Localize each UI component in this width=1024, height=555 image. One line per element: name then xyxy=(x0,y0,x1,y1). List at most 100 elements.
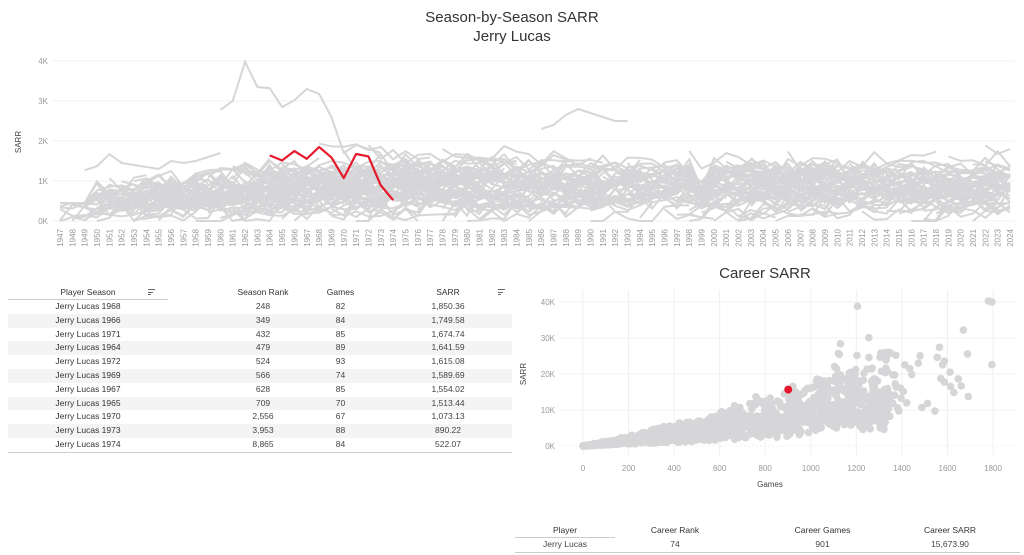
line-xtick-label: 1959 xyxy=(204,228,213,246)
column-header[interactable]: Player Season xyxy=(60,287,116,297)
background-player-point xyxy=(896,384,905,392)
table-row[interactable]: Jerry Lucas 1970 2,556 67 1,073.13 xyxy=(8,410,512,425)
column-header[interactable]: Career SARR xyxy=(924,525,976,535)
highlight-player-line xyxy=(269,145,394,201)
background-player-point xyxy=(883,396,892,404)
background-player-point xyxy=(815,422,823,431)
table-cell: 67 xyxy=(335,411,346,422)
line-xtick-label: 1979 xyxy=(451,228,460,246)
table-row[interactable]: Jerry Lucas 1971 432 85 1,674.74 xyxy=(8,327,512,342)
column-header[interactable]: SARR xyxy=(436,287,460,297)
line-xtick-label: 1955 xyxy=(155,228,164,246)
highlight-player-point xyxy=(784,385,793,394)
column-header[interactable]: Season Rank xyxy=(237,287,289,297)
background-player-line xyxy=(503,164,653,182)
table-row[interactable]: Jerry Lucas 74 901 15,673.90 xyxy=(515,538,1020,552)
column-header[interactable]: Career Rank xyxy=(650,525,700,535)
background-player-line xyxy=(886,186,937,203)
background-player-point xyxy=(793,426,802,435)
table-row[interactable]: Jerry Lucas 1969 566 74 1,589.69 xyxy=(8,369,512,383)
background-player-line xyxy=(318,142,431,161)
background-player-point xyxy=(683,434,691,442)
background-player-line xyxy=(614,167,715,190)
background-player-point xyxy=(797,403,806,411)
line-xtick-label: 1962 xyxy=(241,228,250,246)
column-header[interactable]: Career Games xyxy=(794,525,851,535)
background-player-line xyxy=(219,59,382,155)
table-bottom-border xyxy=(8,452,512,453)
line-ytick-label: 1K xyxy=(38,177,48,186)
scatter-xtick-label: 600 xyxy=(713,464,727,473)
line-xtick-label: 2005 xyxy=(772,228,781,246)
table-cell: 1,615.08 xyxy=(431,356,465,367)
sort-icon[interactable] xyxy=(148,289,155,296)
table-cell: 1,513.44 xyxy=(431,397,465,408)
table-row[interactable]: Jerry Lucas 1965 709 70 1,513.44 xyxy=(8,396,512,411)
background-player-line xyxy=(367,144,579,171)
background-player-point xyxy=(730,418,739,426)
background-player-line xyxy=(441,144,592,167)
table-row[interactable]: Jerry Lucas 1968 248 82 1,850.36 xyxy=(8,300,512,314)
table-cell: 1,850.36 xyxy=(431,301,465,311)
background-player-line xyxy=(244,197,345,217)
line-xtick-label: 2022 xyxy=(981,228,990,246)
table-cell: 3,953 xyxy=(252,425,274,436)
player-season-cell: Jerry Lucas 1967 xyxy=(55,383,121,394)
column-header[interactable]: Games xyxy=(326,287,355,297)
background-player-point xyxy=(988,360,996,369)
background-player-point xyxy=(897,394,905,402)
table-cell: 15,673.90 xyxy=(931,539,969,549)
line-xtick-label: 2021 xyxy=(969,228,978,246)
background-player-line xyxy=(158,190,283,219)
background-series-group xyxy=(59,59,1011,223)
line-xtick-label: 1974 xyxy=(389,228,398,246)
table-cell: 479 xyxy=(255,342,271,353)
background-player-point xyxy=(580,442,588,450)
table-cell: 432 xyxy=(255,328,271,339)
table-cell: 82 xyxy=(335,301,346,311)
background-player-point xyxy=(859,376,868,384)
table-row[interactable]: Jerry Lucas 1967 628 85 1,554.02 xyxy=(8,382,512,397)
background-player-point xyxy=(851,389,860,398)
background-player-point xyxy=(677,420,685,428)
background-player-point xyxy=(804,428,813,437)
line-xtick-label: 1995 xyxy=(648,228,657,246)
scatter-xtick-label: 1600 xyxy=(939,464,957,473)
line-xtick-label: 2019 xyxy=(944,228,953,246)
table-row[interactable]: Jerry Lucas 1964 479 89 1,641.59 xyxy=(8,341,512,356)
table-cell: 93 xyxy=(335,356,346,367)
scatter-xtick-label: 0 xyxy=(581,464,586,473)
line-xtick-label: 2013 xyxy=(870,228,879,246)
line-xtick-label: 2017 xyxy=(920,228,929,246)
scatter-xtick-label: 1800 xyxy=(984,464,1002,473)
player-season-cell: Jerry Lucas 1968 xyxy=(55,301,121,311)
table-row[interactable]: Jerry Lucas 1973 3,953 88 890.22 xyxy=(8,424,512,438)
table-row[interactable]: Jerry Lucas 1974 8,865 84 522.07 xyxy=(8,438,512,452)
background-player-line xyxy=(232,157,271,175)
line-xtick-label: 1956 xyxy=(167,228,176,246)
column-header[interactable]: Player xyxy=(552,525,578,535)
background-player-point xyxy=(880,424,888,432)
table-row[interactable]: Jerry Lucas 1972 524 93 1,615.08 xyxy=(8,355,512,369)
line-xtick-label: 1960 xyxy=(216,228,225,246)
table-cell: 1,554.02 xyxy=(431,383,465,394)
scatter-xtick-label: 1000 xyxy=(802,464,820,473)
table-cell: 709 xyxy=(255,397,271,408)
background-player-point xyxy=(866,424,875,433)
line-ytick-label: 2K xyxy=(38,137,48,146)
background-player-point xyxy=(804,418,813,427)
line-xtick-label: 1989 xyxy=(574,228,583,246)
table-row[interactable]: Jerry Lucas 1966 349 84 1,749.58 xyxy=(8,313,512,328)
line-xtick-label: 1970 xyxy=(340,228,349,246)
sort-icon[interactable] xyxy=(498,289,505,296)
background-player-point xyxy=(846,411,854,420)
background-player-line xyxy=(787,186,986,206)
line-xtick-label: 1981 xyxy=(475,228,484,246)
background-player-point xyxy=(964,392,973,401)
table-cell: 248 xyxy=(255,301,271,311)
line-xtick-label: 2016 xyxy=(907,228,916,246)
background-player-line xyxy=(626,159,727,189)
table-cell: 1,641.59 xyxy=(431,342,465,353)
background-player-point xyxy=(853,351,861,360)
line-xtick-label: 1976 xyxy=(414,228,423,246)
